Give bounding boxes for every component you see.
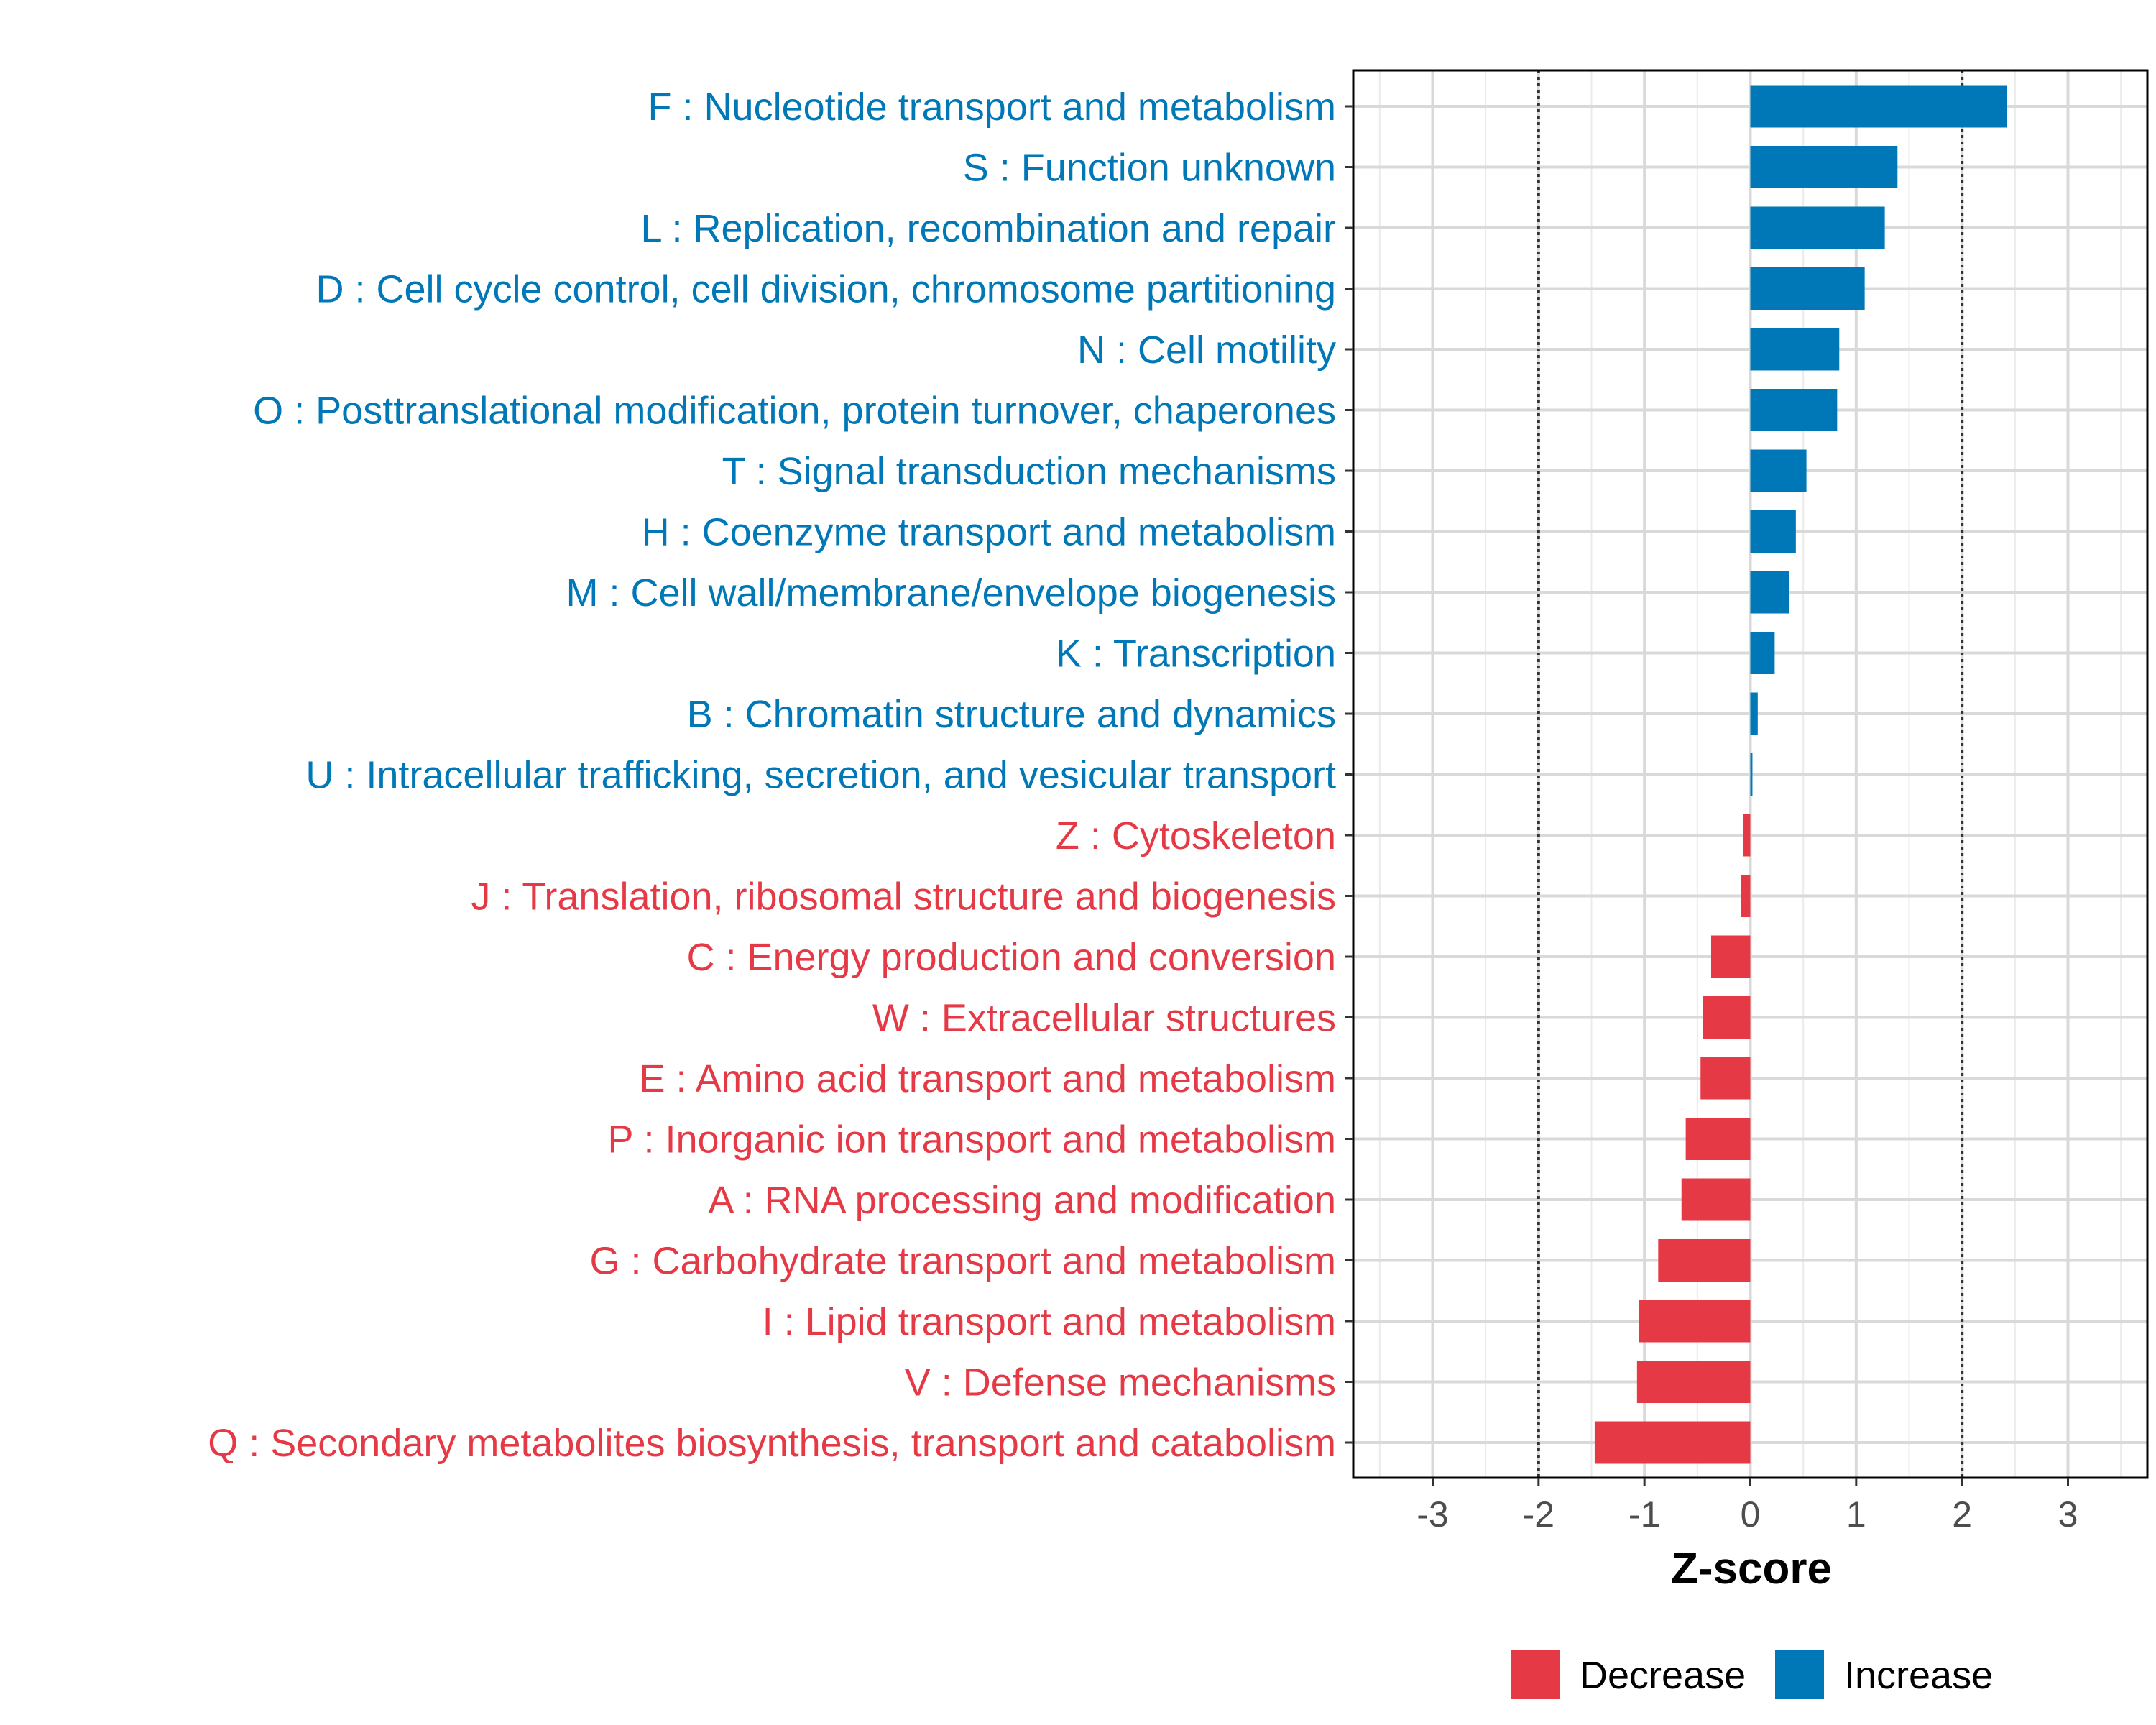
x-tick-label: -2 [1523, 1494, 1554, 1535]
bar [1750, 328, 1840, 371]
category-label: O : Posttranslational modification, prot… [253, 390, 1336, 433]
category-label: S : Function unknown [963, 147, 1336, 190]
bar [1750, 692, 1758, 735]
legend: Decrease Increase [1511, 1650, 1993, 1699]
bar [1750, 449, 1807, 492]
category-label: Q : Secondary metabolites biosynthesis, … [208, 1422, 1336, 1465]
category-label: T : Signal transduction mechanisms [722, 450, 1336, 493]
bar [1750, 632, 1775, 674]
y-axis-ticks: F : Nucleotide transport and metabolism S… [208, 86, 1353, 1465]
category-label: V : Defense mechanisms [905, 1361, 1336, 1404]
bar [1710, 935, 1751, 978]
category-label: P : Inorganic ion transport and metaboli… [607, 1118, 1336, 1162]
category-label: L : Replication, recombination and repai… [640, 207, 1336, 250]
bar [1750, 85, 2007, 128]
bar [1750, 206, 1885, 249]
bar [1741, 875, 1751, 917]
bar [1750, 389, 1838, 431]
category-label: G : Carbohydrate transport and metabolis… [590, 1240, 1337, 1283]
category-label: Z : Cytoskeleton [1056, 814, 1336, 857]
x-tick-label: 1 [1846, 1494, 1866, 1535]
bar [1703, 996, 1751, 1039]
reference-lines [1537, 70, 1964, 1478]
bar [1685, 1118, 1751, 1160]
bar [1750, 146, 1898, 188]
category-label: U : Intracellular trafficking, secretion… [305, 754, 1336, 797]
bar [1750, 571, 1790, 614]
bar [1639, 1300, 1751, 1343]
category-label: W : Extracellular structures [872, 997, 1336, 1040]
bar [1636, 1361, 1751, 1403]
bar [1750, 510, 1796, 553]
category-label: K : Transcription [1056, 632, 1336, 676]
category-label: N : Cell motility [1077, 328, 1336, 372]
category-label: M : Cell wall/membrane/envelope biogenes… [566, 571, 1336, 615]
legend-label-decrease: Decrease [1580, 1654, 1746, 1697]
bar [1594, 1421, 1751, 1464]
bars [1594, 85, 2007, 1464]
bar [1743, 814, 1751, 857]
bar [1658, 1239, 1751, 1282]
x-tick-label: 2 [1952, 1494, 1972, 1535]
legend-key-increase [1775, 1650, 1824, 1699]
x-axis-ticks: -3 -2 -1 0 1 2 3 [1416, 1478, 2078, 1535]
x-axis-title: Z-score [1671, 1544, 1832, 1593]
x-tick-label: -1 [1628, 1494, 1660, 1535]
category-label: J : Translation, ribosomal structure and… [471, 875, 1336, 919]
x-tick-label: -3 [1416, 1494, 1448, 1535]
bar [1750, 267, 1865, 310]
category-label: H : Coenzyme transport and metabolism [642, 511, 1336, 554]
category-label: B : Chromatin structure and dynamics [687, 693, 1336, 736]
legend-key-decrease [1511, 1650, 1560, 1699]
category-label: C : Energy production and conversion [686, 936, 1336, 979]
bar [1750, 753, 1753, 796]
category-label: F : Nucleotide transport and metabolism [648, 86, 1336, 129]
category-label: I : Lipid transport and metabolism [763, 1300, 1336, 1343]
x-tick-label: 3 [2058, 1494, 2078, 1535]
category-label: D : Cell cycle control, cell division, c… [315, 268, 1336, 311]
category-label: E : Amino acid transport and metabolism [640, 1057, 1336, 1100]
category-label: A : RNA processing and modification [709, 1179, 1336, 1222]
x-tick-label: 0 [1741, 1494, 1761, 1535]
bar [1700, 1057, 1751, 1100]
bar [1681, 1178, 1751, 1221]
legend-label-increase: Increase [1844, 1654, 1993, 1697]
